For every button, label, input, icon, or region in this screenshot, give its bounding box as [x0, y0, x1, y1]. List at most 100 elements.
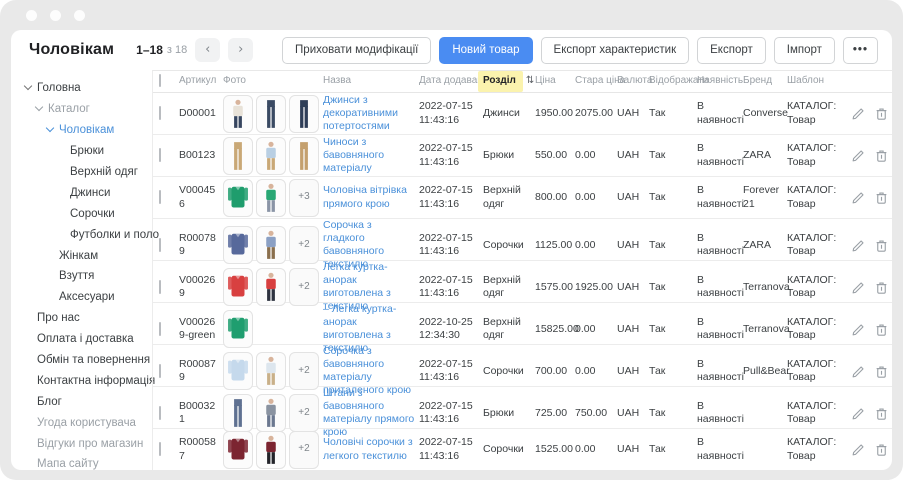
sidebar-item-verkhniy-odyah[interactable]: Верхній одяг — [11, 162, 152, 183]
sidebar-item-mapa-saytu[interactable]: Мапа сайту — [11, 454, 152, 470]
product-photo[interactable] — [223, 136, 253, 175]
sidebar-item-sorochky[interactable]: Сорочки — [11, 203, 152, 224]
product-photo[interactable] — [223, 352, 253, 391]
product-photo[interactable] — [256, 430, 286, 469]
sidebar-item-futbolky-i-polo[interactable]: Футболки и поло — [11, 224, 159, 245]
column-header-Валюта[interactable]: Валюта — [617, 75, 653, 87]
sidebar-item-aksesuary[interactable]: Аксесуари — [11, 287, 152, 308]
sidebar-item-oplata-i-dostavka[interactable]: Оплата і доставка — [11, 329, 152, 350]
product-name-link[interactable]: Сорочка з бавовняного матеріалу притален… — [323, 345, 412, 397]
sidebar-item-holovna[interactable]: Головна — [11, 78, 152, 99]
column-header-Назва[interactable]: Назва — [323, 75, 352, 87]
row-checkbox[interactable] — [159, 279, 161, 294]
row-checkbox[interactable] — [159, 147, 161, 162]
row-checkbox[interactable] — [159, 441, 161, 456]
product-photo[interactable] — [256, 226, 286, 265]
next-page-button[interactable]: › — [228, 38, 254, 62]
product-name-link[interactable]: Чоловічі сорочки з легкого текстилю — [323, 436, 413, 462]
delete-icon[interactable] — [874, 238, 889, 253]
column-header-Шаблон[interactable]: Шаблон — [787, 75, 825, 87]
column-header-Ціна[interactable]: Ціна — [535, 75, 556, 87]
select-all-checkbox[interactable] — [159, 74, 161, 88]
edit-icon[interactable] — [851, 238, 866, 253]
edit-icon[interactable] — [851, 148, 866, 163]
row-checkbox[interactable] — [159, 237, 161, 252]
column-header-Бренд[interactable]: Бренд — [743, 75, 773, 87]
sidebar-item-vzuttya[interactable]: Взуття — [11, 266, 152, 287]
product-photo[interactable] — [256, 94, 286, 133]
more-photos-badge[interactable]: +2 — [289, 430, 319, 469]
product-name-link[interactable]: Легка куртка-анорак виготовлена з тексти… — [323, 261, 391, 313]
prev-page-button[interactable]: ‹ — [195, 38, 221, 62]
window-dot-icon[interactable] — [26, 9, 37, 21]
column-header-Дата додавання[interactable]: Дата додавання — [419, 75, 494, 87]
edit-icon[interactable] — [851, 406, 866, 421]
export-button[interactable]: Експорт — [697, 36, 766, 64]
row-checkbox[interactable] — [159, 321, 161, 336]
column-header-Наявність[interactable]: Наявність — [697, 75, 744, 87]
column-header-Відображати[interactable]: Відображати — [649, 75, 709, 87]
product-photo[interactable] — [256, 268, 286, 307]
column-header-Артикул[interactable]: Артикул — [179, 75, 217, 87]
window-dot-icon[interactable] — [74, 9, 85, 21]
product-photo[interactable] — [223, 394, 253, 433]
sidebar-item-pro-nas[interactable]: Про нас — [11, 308, 152, 329]
delete-icon[interactable] — [874, 106, 889, 121]
product-photo[interactable] — [256, 394, 286, 433]
column-header-Розділ[interactable]: Розділ ⇅ — [478, 71, 535, 92]
sidebar-item-dzhynsy[interactable]: Джинси — [11, 182, 152, 203]
export-characteristics-button[interactable]: Експорт характеристик — [540, 36, 690, 64]
sidebar-item-uhoda-korystuvacha[interactable]: Угода користувача — [11, 412, 152, 433]
sidebar-item-bryuky[interactable]: Брюки — [11, 141, 152, 162]
product-photo[interactable] — [223, 268, 253, 307]
more-actions-button[interactable]: ••• — [842, 36, 878, 64]
sidebar-item-cholovikam[interactable]: Чоловікам — [11, 120, 152, 141]
edit-icon[interactable] — [851, 322, 866, 337]
sidebar-item-bloh[interactable]: Блог — [11, 391, 152, 412]
hide-modifications-button[interactable]: Приховати модифікації — [282, 36, 432, 64]
window-dot-icon[interactable] — [50, 9, 61, 21]
row-checkbox[interactable] — [159, 189, 161, 204]
delete-icon[interactable] — [874, 364, 889, 379]
product-photo[interactable] — [223, 94, 253, 133]
product-photo[interactable] — [256, 352, 286, 391]
row-checkbox[interactable] — [159, 363, 161, 378]
sort-icon[interactable]: ⇅ — [525, 75, 535, 87]
sidebar-item-obmin-ta-povernennya[interactable]: Обмін та повернення — [11, 350, 152, 371]
more-photos-badge[interactable]: +2 — [289, 226, 319, 265]
product-photo[interactable] — [223, 178, 253, 217]
product-photo[interactable] — [256, 178, 286, 217]
sidebar-item-zhinkam[interactable]: Жінкам — [11, 245, 152, 266]
import-button[interactable]: Імпорт — [773, 36, 835, 64]
edit-icon[interactable] — [851, 364, 866, 379]
delete-icon[interactable] — [874, 190, 889, 205]
product-name-link[interactable]: Штани з бавовняного матеріалу прямого кр… — [323, 387, 415, 439]
column-header-Стара ціна[interactable]: Стара ціна — [575, 75, 626, 87]
product-photo[interactable] — [256, 136, 286, 175]
edit-icon[interactable] — [851, 280, 866, 295]
product-name-link[interactable]: Сорочка з гладкого бавовняного текстилю — [323, 219, 385, 271]
edit-icon[interactable] — [851, 442, 866, 457]
product-photo[interactable] — [223, 226, 253, 265]
sidebar-item-kataloh[interactable]: Каталог — [11, 99, 152, 120]
sorted-column-label[interactable]: Розділ — [478, 71, 523, 92]
product-name-link[interactable]: Чоловіча вітрівка прямого крою — [323, 184, 407, 210]
column-header-Фото[interactable]: Фото — [223, 75, 246, 87]
product-photo[interactable] — [289, 136, 319, 175]
edit-icon[interactable] — [851, 106, 866, 121]
more-photos-badge[interactable]: +2 — [289, 352, 319, 391]
product-name-link[interactable]: Чиноси з бавовняного матеріалу — [323, 135, 385, 175]
edit-icon[interactable] — [851, 190, 866, 205]
sidebar-item-kontaktna-informatsiya[interactable]: Контактна інформація — [11, 370, 155, 391]
new-product-button[interactable]: Новий товар — [439, 36, 533, 64]
product-photo[interactable] — [289, 94, 319, 133]
sidebar-item-vidhuky-pro-mahazyn[interactable]: Відгуки про магазин — [11, 433, 152, 454]
row-checkbox[interactable] — [159, 405, 161, 420]
product-photo[interactable] — [223, 430, 253, 469]
delete-icon[interactable] — [874, 322, 889, 337]
product-photo[interactable] — [223, 310, 253, 349]
delete-icon[interactable] — [874, 148, 889, 163]
delete-icon[interactable] — [874, 280, 889, 295]
product-name-link[interactable]: Джинси з декоративними потертостями — [323, 93, 398, 133]
product-name-link[interactable]: – Легка куртка-анорак виготовлена з текс… — [323, 303, 397, 355]
